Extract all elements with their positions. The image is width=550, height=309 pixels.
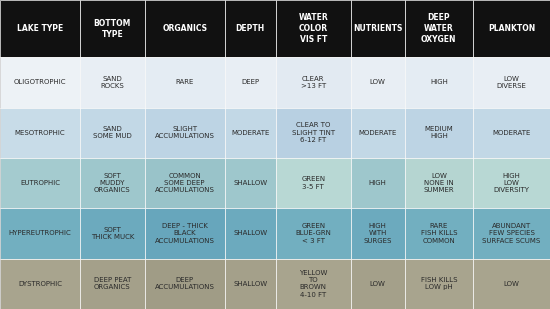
Text: PLANKTON: PLANKTON — [488, 24, 535, 33]
Text: CLEAR
>13 FT: CLEAR >13 FT — [301, 76, 326, 89]
Bar — [276, 108, 351, 158]
Text: DEEP PEAT
ORGANICS: DEEP PEAT ORGANICS — [94, 277, 131, 290]
Text: LOW
NONE IN
SUMMER: LOW NONE IN SUMMER — [424, 173, 454, 193]
Bar — [224, 259, 276, 309]
Text: LOW: LOW — [370, 79, 386, 85]
Text: SOFT
THICK MUCK: SOFT THICK MUCK — [91, 227, 134, 240]
Text: LAKE TYPE: LAKE TYPE — [17, 24, 63, 33]
Bar — [80, 57, 145, 108]
Text: NUTRIENTS: NUTRIENTS — [353, 24, 403, 33]
Bar — [473, 259, 550, 309]
Text: YELLOW
TO
BROWN
4-10 FT: YELLOW TO BROWN 4-10 FT — [299, 270, 327, 298]
Text: LOW
DIVERSE: LOW DIVERSE — [497, 76, 526, 89]
Text: MEDIUM
HIGH: MEDIUM HIGH — [425, 126, 453, 139]
Bar — [351, 108, 405, 158]
Text: SOFT
MUDDY
ORGANICS: SOFT MUDDY ORGANICS — [94, 173, 131, 193]
Bar — [405, 158, 473, 208]
Text: HIGH
WITH
SURGES: HIGH WITH SURGES — [364, 223, 392, 244]
Bar — [405, 208, 473, 259]
Bar — [351, 0, 405, 57]
Bar — [145, 158, 224, 208]
Bar — [0, 208, 80, 259]
Text: BOTTOM
TYPE: BOTTOM TYPE — [94, 19, 131, 39]
Bar — [145, 108, 224, 158]
Bar — [145, 0, 224, 57]
Text: SAND
SOME MUD: SAND SOME MUD — [93, 126, 131, 139]
Bar — [80, 108, 145, 158]
Text: LOW: LOW — [370, 281, 386, 287]
Bar — [80, 259, 145, 309]
Bar — [0, 108, 80, 158]
Text: DYSTROPHIC: DYSTROPHIC — [18, 281, 62, 287]
Bar — [276, 0, 351, 57]
Text: EUTROPHIC: EUTROPHIC — [20, 180, 60, 186]
Bar — [405, 57, 473, 108]
Bar — [473, 158, 550, 208]
Bar — [80, 0, 145, 57]
Text: RARE
FISH KILLS
COMMON: RARE FISH KILLS COMMON — [421, 223, 457, 244]
Text: DEEP
WATER
OXYGEN: DEEP WATER OXYGEN — [421, 13, 456, 44]
Text: MESOTROPHIC: MESOTROPHIC — [15, 130, 65, 136]
Text: GREEN
BLUE-GRN
< 3 FT: GREEN BLUE-GRN < 3 FT — [295, 223, 331, 244]
Bar — [473, 108, 550, 158]
Text: SHALLOW: SHALLOW — [233, 180, 267, 186]
Bar — [224, 208, 276, 259]
Text: ABUNDANT
FEW SPECIES
SURFACE SCUMS: ABUNDANT FEW SPECIES SURFACE SCUMS — [482, 223, 541, 244]
Text: LOW: LOW — [504, 281, 519, 287]
Text: RARE: RARE — [175, 79, 194, 85]
Text: OLIGOTROPHIC: OLIGOTROPHIC — [14, 79, 66, 85]
Text: HIGH: HIGH — [430, 79, 448, 85]
Bar — [276, 57, 351, 108]
Bar — [276, 208, 351, 259]
Text: WATER
COLOR
VIS FT: WATER COLOR VIS FT — [298, 13, 328, 44]
Text: SAND
ROCKS: SAND ROCKS — [101, 76, 124, 89]
Bar — [145, 208, 224, 259]
Text: DEPTH: DEPTH — [235, 24, 265, 33]
Bar — [405, 259, 473, 309]
Bar — [145, 259, 224, 309]
Text: HIGH
LOW
DIVERSITY: HIGH LOW DIVERSITY — [493, 173, 530, 193]
Bar — [351, 57, 405, 108]
Text: ORGANICS: ORGANICS — [162, 24, 207, 33]
Text: HYPEREUTROPHIC: HYPEREUTROPHIC — [9, 231, 72, 236]
Bar — [145, 57, 224, 108]
Bar — [80, 208, 145, 259]
Bar — [276, 158, 351, 208]
Bar — [224, 57, 276, 108]
Bar — [351, 158, 405, 208]
Bar — [80, 158, 145, 208]
Text: MODERATE: MODERATE — [492, 130, 531, 136]
Text: DEEP: DEEP — [241, 79, 259, 85]
Bar — [276, 259, 351, 309]
Bar — [224, 108, 276, 158]
Bar — [473, 208, 550, 259]
Bar — [351, 259, 405, 309]
Bar — [224, 0, 276, 57]
Text: MODERATE: MODERATE — [359, 130, 397, 136]
Bar — [405, 108, 473, 158]
Text: SLIGHT
ACCUMULATIONS: SLIGHT ACCUMULATIONS — [155, 126, 214, 139]
Text: COMMON
SOME DEEP
ACCUMULATIONS: COMMON SOME DEEP ACCUMULATIONS — [155, 173, 214, 193]
Text: MODERATE: MODERATE — [231, 130, 270, 136]
Bar — [351, 208, 405, 259]
Bar — [224, 158, 276, 208]
Text: GREEN
3-5 FT: GREEN 3-5 FT — [301, 176, 325, 190]
Bar — [0, 259, 80, 309]
Bar — [405, 0, 473, 57]
Text: SHALLOW: SHALLOW — [233, 231, 267, 236]
Bar — [0, 158, 80, 208]
Text: FISH KILLS
LOW pH: FISH KILLS LOW pH — [421, 277, 457, 290]
Bar — [0, 57, 80, 108]
Bar — [473, 0, 550, 57]
Bar — [0, 0, 80, 57]
Bar — [473, 57, 550, 108]
Text: CLEAR TO
SLIGHT TINT
6-12 FT: CLEAR TO SLIGHT TINT 6-12 FT — [292, 122, 335, 143]
Text: SHALLOW: SHALLOW — [233, 281, 267, 287]
Text: HIGH: HIGH — [369, 180, 387, 186]
Text: DEEP
ACCUMULATIONS: DEEP ACCUMULATIONS — [155, 277, 214, 290]
Text: DEEP - THICK
BLACK
ACCUMULATIONS: DEEP - THICK BLACK ACCUMULATIONS — [155, 223, 214, 244]
